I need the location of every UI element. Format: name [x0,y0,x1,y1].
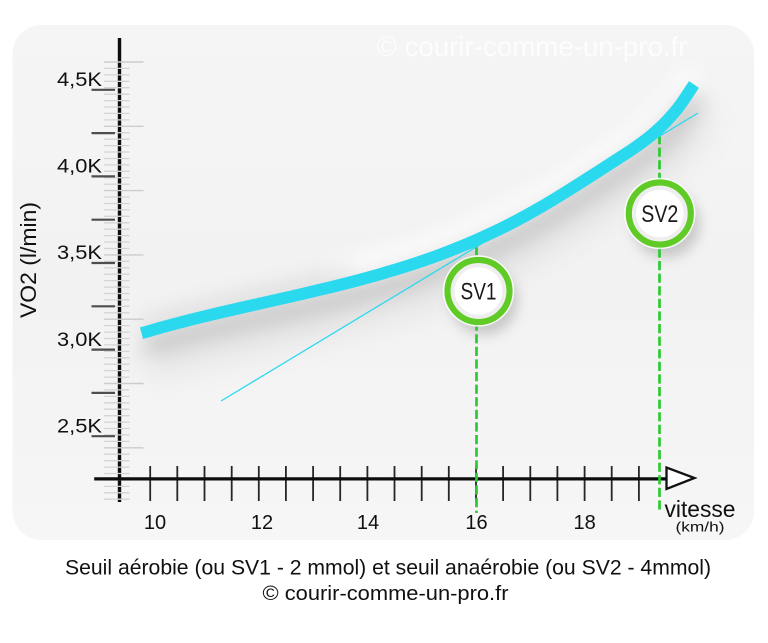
svg-text:Seuil aérobie (ou SV1 - 2 mmol: Seuil aérobie (ou SV1 - 2 mmol) et seuil… [65,556,711,580]
svg-text:SV1: SV1 [461,279,497,306]
svg-text:VO2 (l/min): VO2 (l/min) [16,202,41,318]
svg-text:3,5K: 3,5K [57,242,102,264]
svg-text:vitesse: vitesse [665,496,736,522]
svg-text:18: 18 [573,512,595,534]
svg-text:2,5K: 2,5K [57,415,102,437]
svg-text:10: 10 [144,512,166,534]
svg-text:14: 14 [357,512,379,534]
svg-text:3,0K: 3,0K [57,329,102,351]
svg-text:16: 16 [465,512,487,534]
svg-text:4,5K: 4,5K [57,69,102,91]
svg-text:12: 12 [251,512,273,534]
svg-text:(km/h): (km/h) [676,519,725,535]
svg-text:4,0K: 4,0K [57,156,102,178]
svg-text:© courir-comme-un-pro.fr: © courir-comme-un-pro.fr [263,583,509,605]
svg-text:© courir-comme-un-pro.fr: © courir-comme-un-pro.fr [377,31,688,62]
svg-text:SV2: SV2 [641,201,678,228]
